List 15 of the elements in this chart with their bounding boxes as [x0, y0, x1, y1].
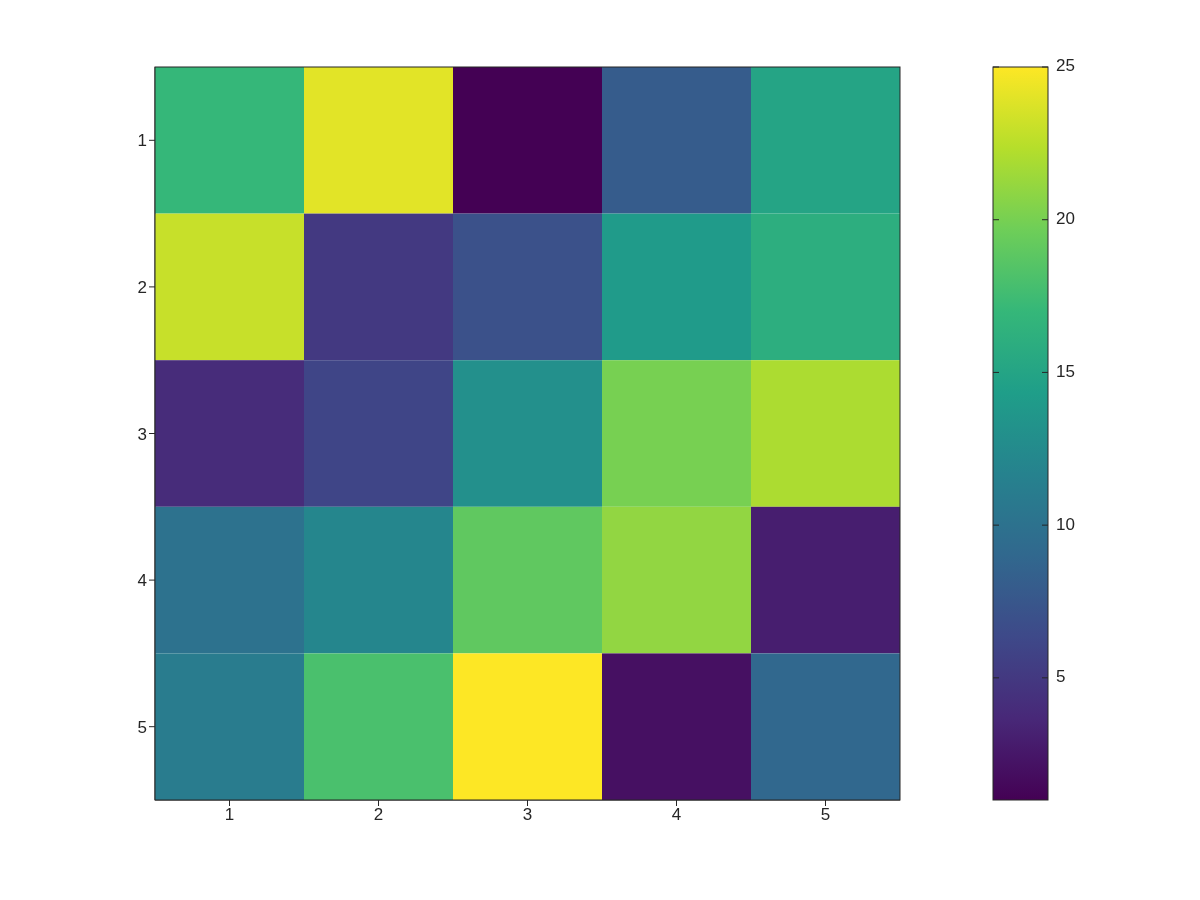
- color-bar-label: 10: [1056, 514, 1075, 534]
- y-tick-label: 3: [137, 424, 147, 444]
- y-tick-label: 2: [137, 277, 147, 297]
- color-bar-label: 20: [1056, 209, 1075, 229]
- x-tick-label: 4: [671, 805, 682, 825]
- color-bar-label: 15: [1056, 361, 1075, 381]
- color-bar-label: 25: [1056, 56, 1075, 76]
- x-tick-label: 5: [820, 805, 831, 825]
- x-tick-label: 1: [224, 805, 235, 825]
- x-tick-label: 2: [373, 805, 384, 825]
- y-tick-label: 4: [137, 571, 147, 591]
- color-bar-label: 5: [1056, 667, 1066, 687]
- y-tick-label: 1: [137, 131, 147, 151]
- x-tick-label: 3: [522, 805, 533, 825]
- y-tick-label: 5: [137, 717, 147, 737]
